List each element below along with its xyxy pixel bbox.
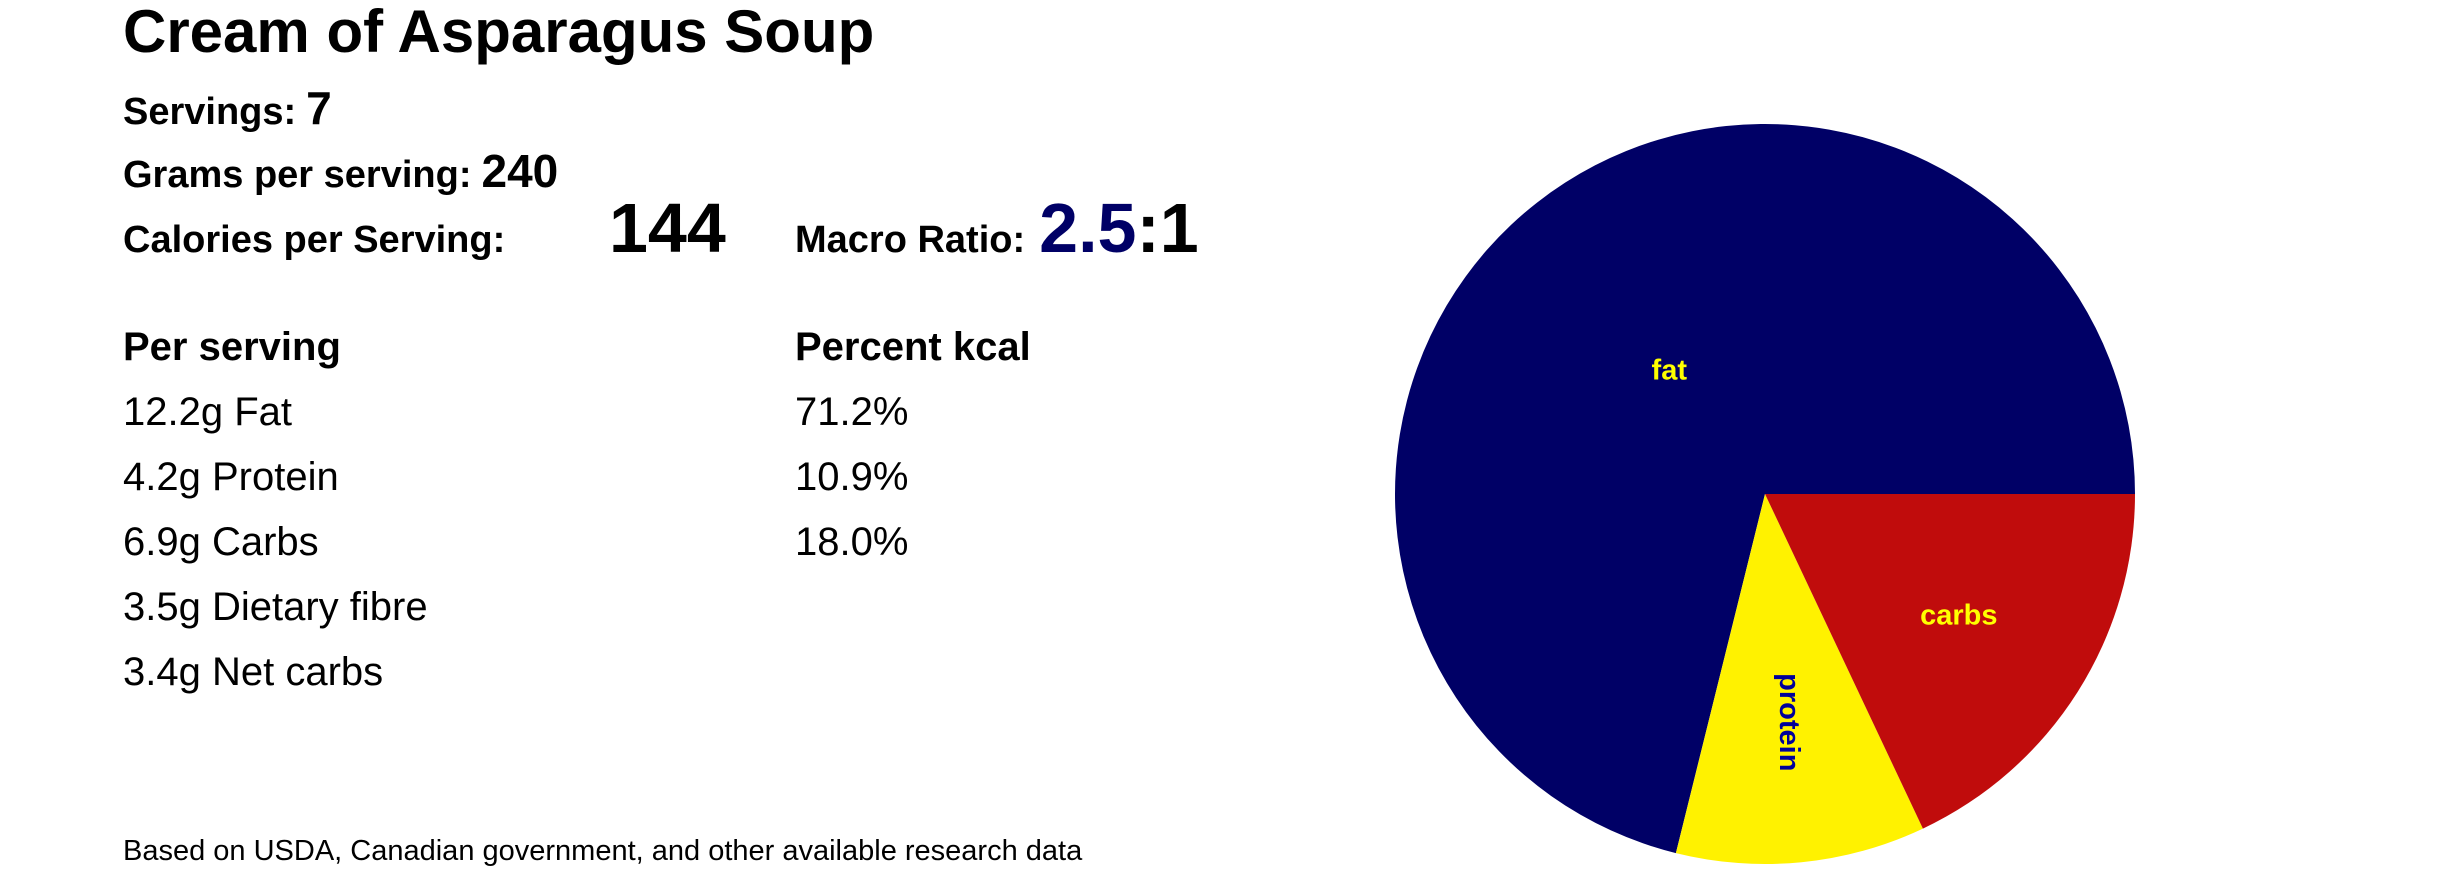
- servings-label: Servings:: [123, 91, 296, 133]
- table-header: Per serving: [123, 325, 341, 369]
- table-cell: 10.9%: [795, 455, 908, 499]
- macro-ratio-label: Macro Ratio:: [795, 219, 1025, 261]
- grams-value: 240: [481, 145, 558, 197]
- pie-slice: [1395, 124, 2135, 854]
- table-cell: 4.2g Protein: [123, 455, 339, 499]
- macro-ratio-value: 2.5: [1039, 189, 1136, 267]
- pie-label: carbs: [1920, 599, 1997, 631]
- grams-label: Grams per serving:: [123, 154, 471, 196]
- title: Cream of Asparagus Soup: [123, 0, 874, 65]
- macro-ratio-suffix: :1: [1136, 189, 1198, 267]
- servings: Servings: 7: [123, 82, 332, 134]
- table-cell: 3.5g Dietary fibre: [123, 585, 428, 629]
- macro-ratio: Macro Ratio: 2.5:1: [795, 189, 1199, 267]
- table-cell: 12.2g Fat: [123, 390, 292, 434]
- pie-chart: fat protein carbs: [1395, 124, 2135, 864]
- pie-slice: [1675, 494, 1923, 864]
- grams: Grams per serving: 240: [123, 145, 558, 197]
- table-cell: 18.0%: [795, 520, 908, 564]
- footer: Based on USDA, Canadian government, and …: [123, 835, 1083, 867]
- pie-label: fat: [1652, 354, 1688, 386]
- calories-value: 144: [609, 189, 726, 267]
- servings-value: 7: [306, 82, 332, 134]
- calories-label: Calories per Serving:: [123, 219, 505, 261]
- table-header: Percent kcal: [795, 325, 1031, 369]
- pie-slice: [1765, 494, 2135, 829]
- nutrition-table: Per serving Percent kcal 12.2g Fat 71.2% 4.2…: [123, 325, 1031, 694]
- table-cell: 71.2%: [795, 390, 908, 434]
- table-cell: 6.9g Carbs: [123, 520, 319, 564]
- pie-label: protein: [1773, 673, 1805, 771]
- table-cell: 3.4g Net carbs: [123, 650, 383, 694]
